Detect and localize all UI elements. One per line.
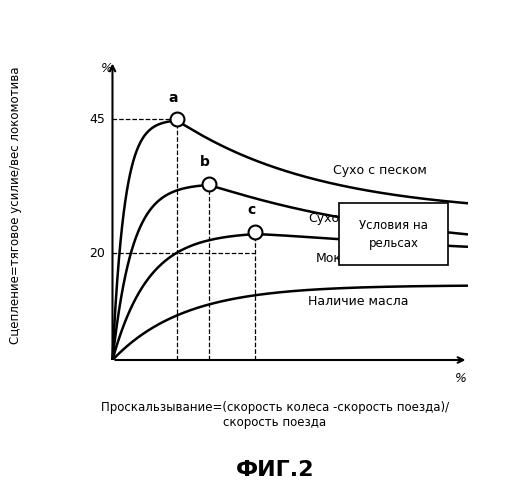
Text: скорость поезда: скорость поезда	[223, 416, 326, 429]
FancyBboxPatch shape	[339, 204, 448, 266]
Text: Сухо: Сухо	[308, 212, 340, 225]
Text: b: b	[200, 154, 210, 168]
Text: c: c	[247, 203, 256, 217]
Text: Наличие масла: Наличие масла	[308, 294, 409, 308]
Text: 20: 20	[90, 246, 105, 260]
Text: Сцепление=тяговое усилие/вес локомотива: Сцепление=тяговое усилие/вес локомотива	[9, 66, 22, 344]
Text: Проскальзывание=(скорость колеса -скорость поезда)/: Проскальзывание=(скорость колеса -скорос…	[101, 401, 449, 414]
Text: %: %	[455, 372, 467, 385]
Text: Сухо с песком: Сухо с песком	[333, 164, 427, 177]
Text: Мокро: Мокро	[315, 252, 357, 265]
Text: Условия на
рельсах: Условия на рельсах	[359, 219, 428, 250]
Text: 45: 45	[90, 113, 105, 126]
Text: ФИГ.2: ФИГ.2	[236, 460, 314, 480]
Text: a: a	[168, 90, 178, 104]
Text: %: %	[101, 62, 113, 75]
